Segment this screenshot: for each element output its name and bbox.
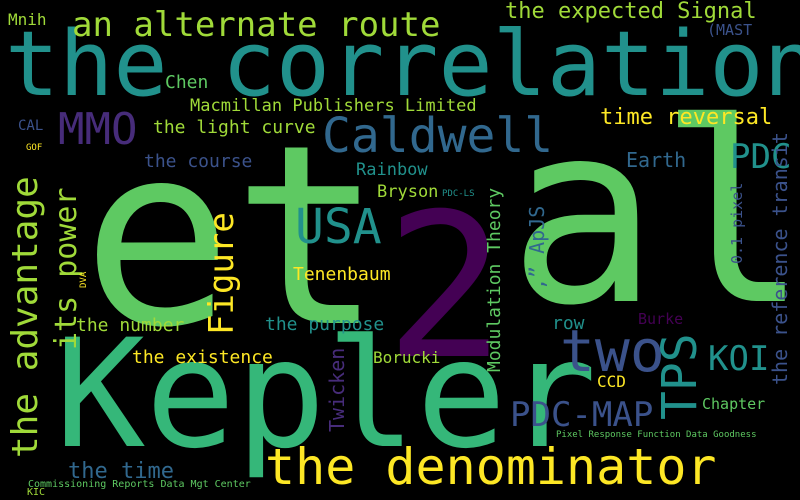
word-two: two bbox=[560, 317, 665, 385]
word-mnih: Mnih bbox=[8, 10, 47, 29]
word-al: al bbox=[508, 69, 800, 360]
word-ccd: CCD bbox=[597, 372, 626, 391]
word-chapter: Chapter bbox=[702, 395, 766, 413]
word-chen: Chen bbox=[165, 72, 209, 93]
word-the-course: the course bbox=[144, 151, 253, 172]
word-twicken: Twicken bbox=[325, 347, 349, 432]
word-borucki: Borucki bbox=[373, 348, 441, 367]
word-modulation-theory: Modulation Theory bbox=[484, 187, 505, 372]
word-the-number: the number bbox=[76, 315, 185, 336]
word-kepler: Kepler bbox=[55, 308, 597, 482]
word-the-reference-transit: the reference transit bbox=[768, 132, 792, 385]
word-0.1-pixel: 0.1 pixel bbox=[728, 182, 746, 264]
word-tenenbaum: Tenenbaum bbox=[293, 264, 391, 285]
word-pixel-response: Pixel Response Function Data Goodness bbox=[556, 430, 757, 440]
word-dva: DVA bbox=[79, 271, 89, 288]
word-pdc: PDC bbox=[730, 137, 792, 177]
word-the-expected-signal: the expected Signal bbox=[505, 0, 757, 24]
word-cal: CAL bbox=[18, 118, 44, 134]
word-time-reversal: time reversal bbox=[600, 105, 773, 130]
word-bryson: Bryson bbox=[377, 182, 439, 202]
word-the-existence: the existence bbox=[132, 347, 273, 368]
word-the-light-curve: the light curve bbox=[153, 117, 316, 138]
word-figure: Figure bbox=[202, 212, 242, 335]
word-koi: KOI bbox=[708, 339, 770, 379]
word-the-correlation: the correlation bbox=[5, 12, 800, 117]
word-row: row bbox=[552, 313, 585, 334]
word-pdc-ls: PDC-LS bbox=[442, 189, 475, 199]
word-caldwell: Caldwell bbox=[322, 108, 554, 164]
word-the-advantage: the advantage bbox=[5, 176, 46, 458]
word-macmillan: Macmillan Publishers Limited bbox=[190, 96, 477, 116]
word-commissioning-reports: Commissioning Reports Data Mgt Center bbox=[28, 479, 251, 490]
word-earth: Earth bbox=[626, 148, 687, 172]
word-pdc-map: PDC-MAP bbox=[510, 395, 654, 435]
word-burke: Burke bbox=[638, 310, 684, 328]
word-rainbow: Rainbow bbox=[356, 160, 428, 180]
word-the-denominator: the denominator bbox=[265, 438, 717, 496]
word-the-time: the time bbox=[68, 459, 174, 484]
word-apjs: ,” ApJS bbox=[525, 205, 549, 290]
word-mast: (MAST bbox=[707, 21, 753, 39]
word-kic: KIC bbox=[27, 487, 46, 498]
word-2: 2 bbox=[385, 171, 506, 404]
word-usa: USA bbox=[295, 199, 382, 255]
word-the-purpose: the purpose bbox=[265, 314, 385, 335]
word-et: et bbox=[82, 91, 384, 382]
word-gof: GOF bbox=[26, 143, 43, 153]
word-mmo: MMO bbox=[58, 104, 138, 155]
word-tps: TPS bbox=[652, 333, 708, 420]
word-an-alternate-route: an alternate route bbox=[72, 5, 441, 45]
